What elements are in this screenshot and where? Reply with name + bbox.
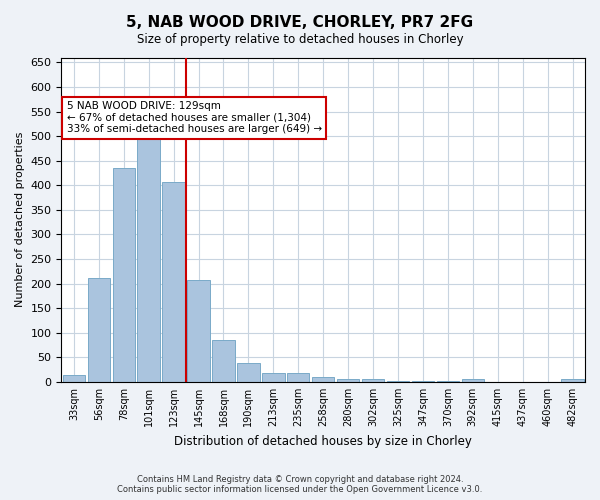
Bar <box>88 278 110 382</box>
Text: 5, NAB WOOD DRIVE, CHORLEY, PR7 2FG: 5, NAB WOOD DRIVE, CHORLEY, PR7 2FG <box>127 15 473 30</box>
Text: Contains HM Land Registry data © Crown copyright and database right 2024.
Contai: Contains HM Land Registry data © Crown c… <box>118 474 482 494</box>
Y-axis label: Number of detached properties: Number of detached properties <box>15 132 25 308</box>
Bar <box>137 134 160 382</box>
Bar <box>337 379 359 382</box>
Bar <box>262 373 284 382</box>
Bar <box>237 363 260 382</box>
Bar <box>562 380 584 382</box>
X-axis label: Distribution of detached houses by size in Chorley: Distribution of detached houses by size … <box>174 434 472 448</box>
Bar <box>362 380 384 382</box>
Bar <box>461 380 484 382</box>
Bar <box>312 376 334 382</box>
Text: 5 NAB WOOD DRIVE: 129sqm
← 67% of detached houses are smaller (1,304)
33% of sem: 5 NAB WOOD DRIVE: 129sqm ← 67% of detach… <box>67 102 322 134</box>
Bar <box>113 168 135 382</box>
Bar <box>163 182 185 382</box>
Bar <box>287 373 310 382</box>
Text: Size of property relative to detached houses in Chorley: Size of property relative to detached ho… <box>137 32 463 46</box>
Bar <box>212 340 235 382</box>
Bar <box>62 374 85 382</box>
Bar <box>187 280 210 382</box>
